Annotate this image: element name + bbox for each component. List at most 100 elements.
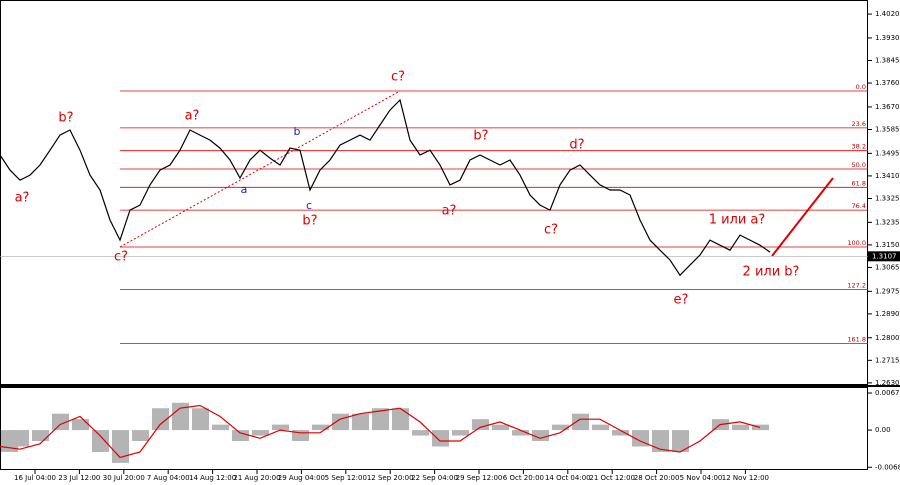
y-tick-label: 1.3670: [875, 103, 900, 111]
signal-line: [0, 404, 761, 459]
fib-label: 127.2: [847, 281, 866, 289]
wave-label: a: [241, 183, 248, 196]
histogram-bar: [432, 430, 449, 447]
x-tick-label: 29 Aug 04:00: [278, 474, 325, 482]
y-tick-label: -0.0068: [875, 463, 900, 471]
histogram-bar: [32, 430, 49, 442]
fib-label: 61.8: [852, 179, 866, 187]
histogram-bar: [112, 430, 129, 463]
fib-label: 76.4: [852, 202, 866, 210]
histogram-bar: [452, 430, 469, 436]
histogram-bar: [212, 424, 229, 431]
fib-label: 0.0: [856, 83, 866, 91]
y-tick-label: 0.00678: [875, 389, 900, 397]
histogram-bar: [532, 430, 549, 442]
fib-label: 161.8: [847, 335, 866, 343]
histogram-bar: [352, 413, 369, 431]
wave-label: b?: [473, 129, 488, 144]
x-tick-label: 16 Jul 04:00: [14, 474, 56, 482]
histogram-bar: [732, 424, 749, 431]
fib-label: 50.0: [852, 161, 866, 169]
x-tick-label: 23 Jul 12:00: [58, 474, 100, 482]
wave-label: c?: [391, 70, 405, 85]
histogram-bar: [272, 424, 289, 431]
histogram-bar: [492, 424, 509, 431]
current-price-label: 1.3107: [872, 252, 897, 260]
y-tick-label: 1.2630: [875, 379, 900, 387]
y-tick-label: 1.3845: [875, 56, 900, 64]
wave-label: b?: [58, 111, 73, 126]
fib-label: 100.0: [847, 239, 866, 247]
histogram-bar: [412, 430, 429, 436]
y-tick-label: 1.2975: [875, 287, 900, 295]
y-tick-label: 1.3325: [875, 194, 900, 202]
y-tick-label: 1.3410: [875, 172, 900, 180]
x-tick-label: 14 Aug 12:00: [189, 474, 236, 482]
histogram-bar: [332, 413, 349, 431]
histogram-bar: [612, 430, 629, 436]
histogram-bar: [752, 424, 769, 431]
y-tick-label: 1.3930: [875, 34, 900, 42]
price-line: [0, 98, 771, 277]
wave-label: a?: [442, 204, 457, 219]
histogram-bar: [252, 430, 269, 436]
y-tick-label: 1.3585: [875, 125, 900, 133]
histogram-bar: [472, 419, 489, 431]
histogram-bar: [512, 430, 529, 436]
histogram-bar: [592, 424, 609, 431]
y-tick-label: 1.3235: [875, 218, 900, 226]
histogram-bar: [52, 413, 69, 431]
x-tick-label: 28 Oct 20:00: [634, 474, 680, 482]
wave-label: d?: [569, 138, 584, 153]
x-tick-label: 14 Oct 04:00: [545, 474, 591, 482]
histogram-bar: [172, 402, 189, 431]
histogram-bar: [232, 430, 249, 442]
main-frame: [0, 0, 868, 385]
y-tick-label: 1.2800: [875, 334, 900, 342]
x-tick-label: 30 Jul 20:00: [103, 474, 145, 482]
x-tick-label: 29 Sep 12:00: [456, 474, 503, 482]
x-tick-label: 21 Aug 20:00: [233, 474, 280, 482]
histogram-bar: [152, 408, 169, 431]
histogram-bar: [652, 430, 669, 452]
wave-label: c?: [114, 250, 128, 265]
y-tick-label: 1.2715: [875, 356, 900, 364]
x-tick-label: 21 Oct 12:00: [589, 474, 635, 482]
histogram-bar: [292, 430, 309, 442]
x-tick-label: 12 Nov 12:00: [722, 474, 769, 482]
histogram-bar: [132, 430, 149, 442]
histogram-bar: [312, 424, 329, 431]
current-price-box: [868, 251, 900, 262]
wave-label: b?: [302, 214, 317, 229]
x-tick-label: 6 Oct 20:00: [503, 474, 544, 482]
projection-line: [771, 177, 834, 257]
wave-label: a?: [15, 191, 30, 206]
histogram-bar: [572, 413, 589, 431]
fib-label: 38.2: [852, 143, 866, 151]
y-tick-label: 1.3150: [875, 241, 900, 249]
histogram-bar: [672, 430, 689, 452]
wave-label: 1 или a?: [709, 213, 766, 228]
histogram-bar: [392, 408, 409, 431]
histogram-bar: [72, 419, 89, 431]
wave-label: 2 или b?: [743, 265, 800, 280]
histogram-bar: [92, 430, 109, 452]
wave-label: a?: [185, 109, 200, 124]
y-tick-label: 1.4020: [875, 10, 900, 18]
x-tick-label: 7 Aug 04:00: [147, 474, 190, 482]
y-tick-label: 1.3760: [875, 79, 900, 87]
wave-label: e?: [674, 293, 689, 308]
y-tick-label: 1.3065: [875, 263, 900, 271]
histogram-bar: [12, 430, 29, 447]
x-tick-label: 5 Nov 04:00: [680, 474, 723, 482]
wave-label: c?: [544, 223, 558, 238]
x-tick-label: 5 Sep 12:00: [325, 474, 367, 482]
y-tick-label: 1.3495: [875, 149, 900, 157]
histogram-bar: [372, 408, 389, 431]
wave-label: b: [294, 125, 301, 138]
wave-label: c: [306, 199, 312, 212]
histogram-bar: [192, 408, 209, 431]
osc-frame: [0, 387, 868, 470]
x-tick-label: 22 Sep 04:00: [411, 474, 458, 482]
